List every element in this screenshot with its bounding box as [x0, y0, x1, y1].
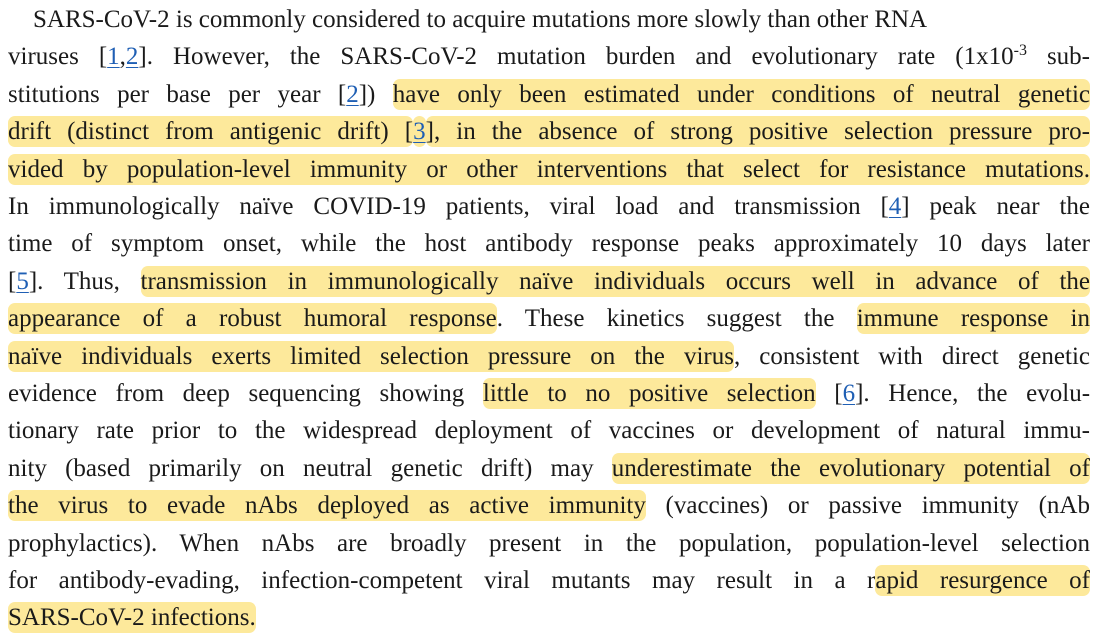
citation-link[interactable]: 1 — [107, 43, 120, 71]
text-segment: [ — [8, 267, 17, 295]
highlighted-text: little to no positive selection — [482, 378, 816, 409]
text-segment: In immunologically naïve COVID-19 patien… — [8, 193, 889, 220]
text-segment: prophylactics). When nAbs are broadly pr… — [8, 529, 1090, 557]
text-segment: [ — [815, 380, 843, 407]
citation-link[interactable]: 2 — [125, 43, 139, 71]
text-line: SARS-CoV-2 is commonly considered to acq… — [8, 1, 927, 38]
text-segment: , consistent with direct genetic — [733, 342, 1090, 370]
highlighted-text: immune response in — [856, 303, 1090, 335]
text-line: naïve individuals exerts limited selecti… — [8, 338, 1090, 375]
text-segment: stitutions per base per year [ — [8, 80, 347, 108]
text-line: nity (based primarily on neutral genetic… — [8, 450, 1091, 487]
text-line: appearance of a robust humoral response.… — [8, 300, 1090, 337]
citation-link[interactable]: 3 — [413, 116, 426, 148]
text-segment: ]) — [358, 80, 393, 108]
text-line: evidence from deep sequencing showing li… — [8, 375, 1090, 412]
text-line: prophylactics). When nAbs are broadly pr… — [8, 525, 1090, 562]
text-segment: (vaccines) or passive immunity (nAb — [645, 492, 1090, 520]
text-line: [5]. Thus, transmission in immunological… — [8, 263, 1091, 300]
highlighted-text: ], in the absence of strong positive sel… — [425, 116, 1090, 148]
highlighted-text: naïve individuals exerts limited selecti… — [8, 340, 734, 372]
text-segment: tionary rate prior to the widespread dep… — [8, 417, 1090, 445]
text-segment: sub- — [1026, 43, 1090, 71]
text-line: drift (distinct from antigenic drift) [3… — [8, 113, 1090, 150]
text-segment: ]. However, the SARS-CoV-2 mutation burd… — [138, 43, 1014, 71]
text-segment: . These kinetics suggest the — [496, 305, 857, 333]
highlighted-text: vided by population-level immunity or ot… — [8, 153, 1090, 185]
highlighted-text: transmission in immunologically naïve in… — [140, 265, 1091, 297]
text-line: time of symptom onset, while the host an… — [8, 225, 1090, 262]
text-line: viruses [1,2]. However, the SARS-CoV-2 m… — [8, 38, 1090, 75]
citation-link[interactable]: 4 — [888, 193, 902, 220]
citation-link[interactable]: 6 — [842, 380, 856, 407]
text-line: SARS-CoV-2 infections. — [8, 599, 256, 636]
text-segment: ]. Hence, the evolu- — [855, 380, 1091, 407]
text-segment: nity (based primarily on neutral genetic… — [8, 454, 612, 482]
highlighted-text: underestimate the evolutionary potential… — [611, 452, 1091, 484]
text-line: tionary rate prior to the widespread dep… — [8, 412, 1090, 449]
text-line: for antibody-evading, infection-competen… — [8, 562, 1090, 599]
superscript-exponent: -3 — [1013, 42, 1027, 60]
text-line: vided by population-level immunity or ot… — [8, 151, 1090, 188]
highlighted-text: apid resurgence of — [875, 565, 1090, 596]
citation-link[interactable]: 5 — [16, 267, 29, 295]
text-segment: ] peak near the — [901, 193, 1090, 220]
text-line: the virus to evade nAbs deployed as acti… — [8, 487, 1090, 524]
text-line: In immunologically naïve COVID-19 patien… — [8, 188, 1090, 225]
text-segment: ]. Thus, — [28, 267, 141, 295]
text-segment: for antibody-evading, infection-competen… — [8, 567, 876, 594]
highlighted-text: appearance of a robust humoral response — [8, 303, 497, 335]
highlighted-text: drift (distinct from antigenic drift) [ — [8, 116, 414, 148]
text-segment: viruses [ — [8, 43, 108, 71]
highlighted-text: have only been estimated under condition… — [392, 78, 1091, 110]
highlighted-text: SARS-CoV-2 infections. — [8, 602, 256, 634]
text-segment: time of symptom onset, while the host an… — [8, 230, 1090, 258]
highlighted-text: the virus to evade nAbs deployed as acti… — [8, 490, 646, 522]
text-line: stitutions per base per year [2]) have o… — [8, 76, 1091, 113]
citation-link[interactable]: 2 — [346, 80, 359, 108]
text-segment: evidence from deep sequencing showing — [8, 380, 483, 407]
text-segment: , — [119, 43, 126, 71]
text-segment: SARS-CoV-2 is commonly considered to acq… — [8, 6, 928, 33]
